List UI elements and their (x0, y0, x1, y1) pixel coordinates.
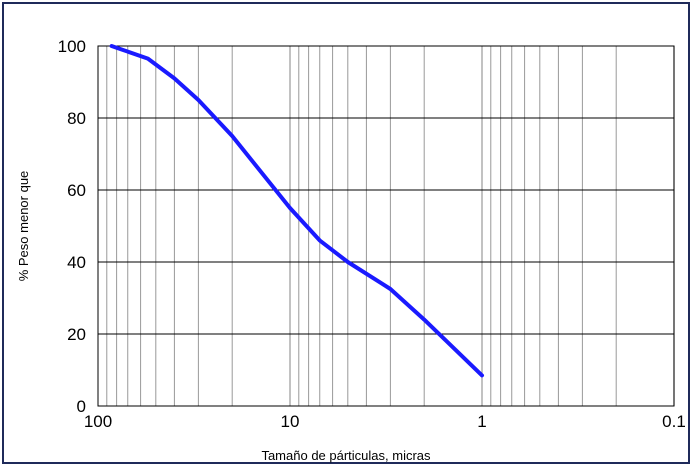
y-tick-labels: 0 20 40 60 80 100 (58, 37, 86, 416)
y-tick-label: 80 (67, 109, 86, 128)
chart-frame: 100 10 1 0.1 0 20 40 60 80 100 Tamaño de párticu… (2, 2, 690, 464)
y-axis-title: % Peso menor que (16, 171, 31, 282)
chart-canvas: 100 10 1 0.1 0 20 40 60 80 100 Tamaño de párticu… (16, 37, 686, 463)
series-layer (109, 44, 484, 378)
x-axis-title: Tamaño de párticulas, micras (261, 448, 431, 463)
plot-area-border (97, 45, 675, 407)
grid-lines (98, 45, 675, 407)
y-tick-label: 40 (67, 253, 86, 272)
x-tick-labels: 100 10 1 0.1 (84, 412, 686, 431)
x-tick-label: 1 (477, 412, 486, 431)
series-line (109, 44, 484, 378)
x-tick-label: 10 (281, 412, 300, 431)
y-tick-label: 60 (67, 181, 86, 200)
x-tick-label: 0.1 (662, 412, 686, 431)
y-tick-label: 0 (77, 397, 86, 416)
y-tick-label: 20 (67, 325, 86, 344)
x-tick-label: 100 (84, 412, 112, 431)
y-tick-label: 100 (58, 37, 86, 56)
